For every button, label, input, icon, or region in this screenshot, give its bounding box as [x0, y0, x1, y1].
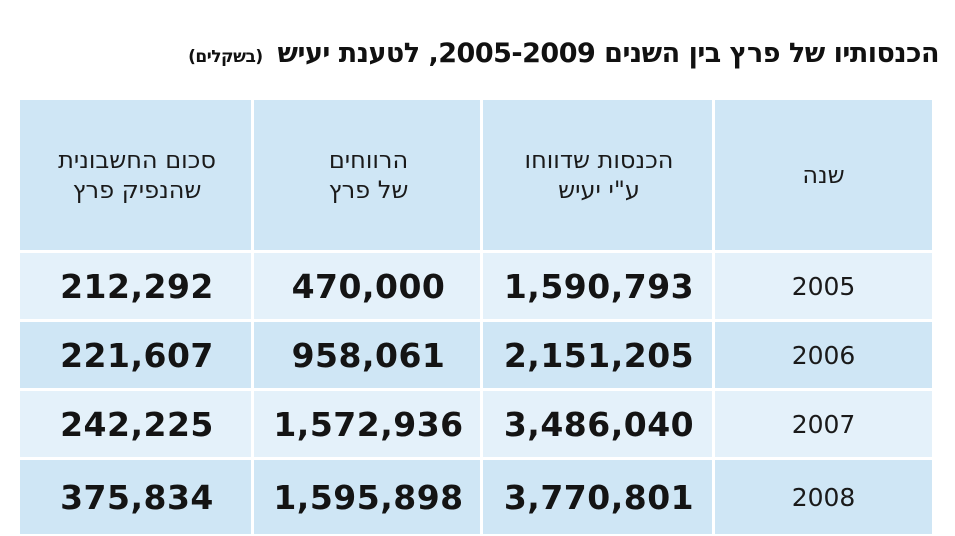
cell-year: 2005 — [715, 253, 932, 319]
profit-value: 470,000 — [291, 266, 446, 306]
bill-value: 242,225 — [60, 404, 214, 444]
row-divider — [20, 457, 932, 460]
cell-year: 2007 — [715, 391, 932, 457]
row-divider — [20, 388, 932, 391]
title-unit: (בשקלים) — [188, 47, 263, 67]
table-row: 2007 3,486,040 1,572,936 242,225 — [20, 391, 932, 457]
header-year: שנה — [715, 100, 932, 250]
table-row: 2006 2,151,205 958,061 221,607 — [20, 322, 932, 388]
income-table: שנה הכנסות שדווחו ע"י יעיש הרווחים של פר… — [20, 100, 932, 534]
header-profit: הרווחים של פרץ — [254, 100, 483, 250]
cell-profit: 1,572,936 — [254, 391, 483, 457]
table-row: 2005 1,590,793 470,000 212,292 — [20, 253, 932, 319]
header-income-label: הכנסות שדווחו ע"י יעיש — [524, 146, 674, 204]
cell-profit: 470,000 — [254, 253, 483, 319]
bill-value: 221,607 — [60, 335, 214, 375]
year-value: 2005 — [791, 271, 856, 301]
cell-year: 2006 — [715, 322, 932, 388]
cell-year: 2008 — [715, 460, 932, 534]
column-divider — [251, 100, 254, 534]
header-profit-label: הרווחים של פרץ — [328, 146, 409, 204]
column-divider — [480, 100, 483, 534]
cell-profit: 958,061 — [254, 322, 483, 388]
cell-bill: 242,225 — [20, 391, 254, 457]
cell-bill: 221,607 — [20, 322, 254, 388]
income-value: 1,590,793 — [503, 266, 695, 306]
profit-value: 1,595,898 — [273, 477, 464, 517]
year-value: 2008 — [791, 482, 856, 512]
cell-bill: 212,292 — [20, 253, 254, 319]
page-title: הכנסותיו של פרץ בין השנים 2005-2009, לטע… — [188, 38, 939, 69]
cell-income: 3,770,801 — [483, 460, 715, 534]
income-value: 2,151,205 — [503, 335, 695, 375]
header-income: הכנסות שדווחו ע"י יעיש — [483, 100, 715, 250]
row-divider — [20, 250, 932, 253]
cell-income: 3,486,040 — [483, 391, 715, 457]
income-value: 3,486,040 — [503, 404, 695, 444]
table-row: 2008 3,770,801 1,595,898 375,834 — [20, 460, 932, 534]
header-bill-label: סכום החשבונית שהנפיק פרץ — [58, 146, 216, 204]
bill-value: 212,292 — [60, 266, 214, 306]
year-value: 2006 — [791, 340, 856, 370]
cell-profit: 1,595,898 — [254, 460, 483, 534]
bill-value: 375,834 — [60, 477, 214, 517]
cell-bill: 375,834 — [20, 460, 254, 534]
row-divider — [20, 319, 932, 322]
profit-value: 958,061 — [291, 335, 446, 375]
cell-income: 1,590,793 — [483, 253, 715, 319]
income-value: 3,770,801 — [503, 477, 695, 517]
table-header-row: שנה הכנסות שדווחו ע"י יעיש הרווחים של פר… — [20, 100, 932, 250]
column-divider — [712, 100, 715, 534]
header-year-label: שנה — [802, 161, 845, 189]
profit-value: 1,572,936 — [273, 404, 464, 444]
header-bill: סכום החשבונית שהנפיק פרץ — [20, 100, 254, 250]
cell-income: 2,151,205 — [483, 322, 715, 388]
title-main: הכנסותיו של פרץ בין השנים 2005-2009, לטע… — [277, 38, 940, 69]
year-value: 2007 — [791, 409, 856, 439]
